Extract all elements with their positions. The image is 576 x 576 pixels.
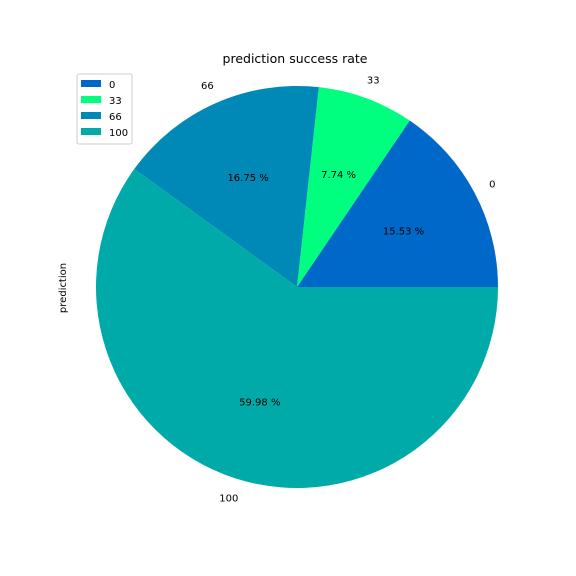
- legend: 0 33 66 100: [76, 73, 133, 145]
- legend-label-66: 66: [109, 112, 122, 123]
- pie-percent-label-33: 7.74 %: [321, 170, 356, 181]
- legend-swatch-100: [81, 128, 101, 135]
- y-axis-label: prediction: [58, 263, 69, 313]
- pie-percent-label-66: 16.75 %: [227, 173, 268, 184]
- legend-swatch-33: [81, 96, 101, 103]
- legend-label-100: 100: [109, 128, 128, 139]
- legend-label-0: 0: [109, 80, 115, 91]
- pie-category-label-100: 100: [219, 493, 238, 504]
- legend-label-33: 33: [109, 96, 122, 107]
- chart-title: prediction success rate: [223, 51, 368, 66]
- pie-slice-100: [95, 169, 498, 489]
- pie-slices: [95, 86, 498, 489]
- legend-swatch-66: [81, 112, 101, 119]
- legend-swatch-0: [81, 80, 101, 87]
- pie-percent-label-0: 15.53 %: [383, 226, 424, 237]
- pie-category-label-33: 33: [367, 75, 380, 86]
- legend-frame: [76, 73, 133, 145]
- pie-slice-33: [297, 87, 410, 288]
- pie-labels: 15.53 % 0 7.74 % 33 16.75 % 66 59.98 % 100: [201, 75, 496, 504]
- pie-slice-0: [297, 120, 498, 287]
- pie-percent-label-100: 59.98 %: [239, 398, 280, 409]
- pie-slice-66: [134, 86, 319, 287]
- pie-category-label-66: 66: [201, 81, 214, 92]
- pie-category-label-0: 0: [489, 179, 495, 190]
